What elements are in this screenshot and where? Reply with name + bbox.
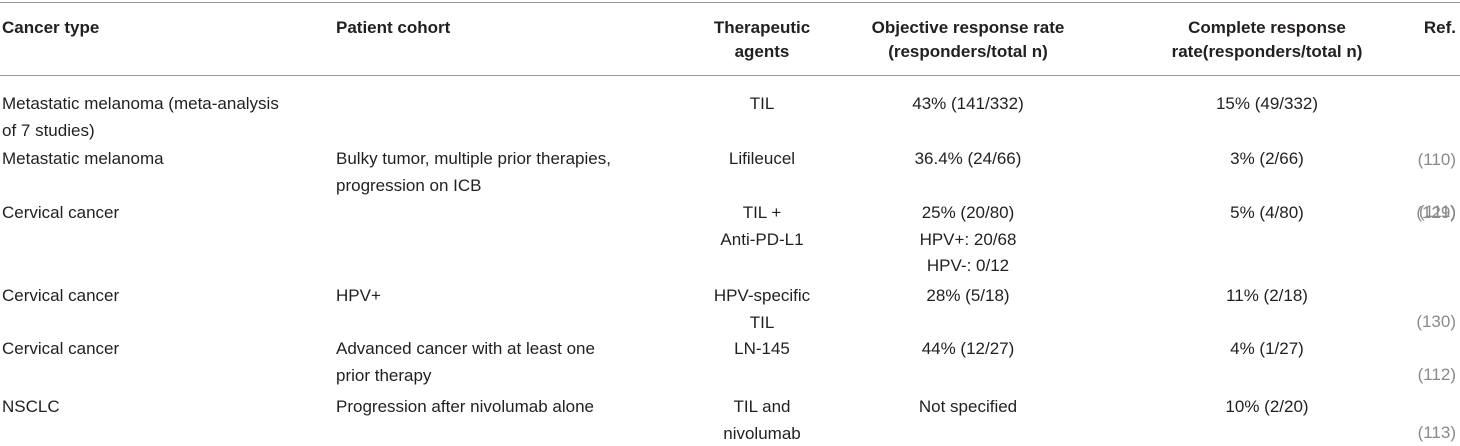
table-cell: 44% (12/27) [921,339,1015,358]
table-cell: progression on ICB [336,175,482,195]
table-cell: HPV-: 0/12 [926,256,1010,275]
top-rule [0,2,1460,3]
header-cell: Objective response rate [871,18,1065,37]
table-cell: TIL + [742,203,782,222]
header-cell: Ref. [1423,18,1456,37]
table-cell: Metastatic melanoma (meta-analysis [2,94,279,113]
table-cell: LN-145 [734,339,790,358]
ref-cell: (113) [1417,423,1456,442]
table-cell: Cervical cancer [2,203,120,222]
ref-cell: (130) [1416,312,1456,331]
header-cell: Therapeutic [713,18,811,37]
table-cell: nivolumab [723,423,801,443]
table-cell: 4% (1/27) [1230,339,1304,358]
table-cell: 15% (49/332) [1215,94,1319,113]
table-cell: TIL [749,312,775,332]
table-cell: of 7 studies) [2,120,95,140]
ref-cell: (112) [1417,365,1456,384]
table-cell: 28% (5/18) [926,286,1010,305]
header-cell: rate(responders/total n) [1171,42,1363,61]
table-cell: TIL and [733,397,791,416]
ref-cell: (110) [1417,150,1456,169]
table-cell: Not specified [918,397,1018,416]
table-cell: 3% (2/66) [1230,149,1304,168]
table-cell: 11% (2/18) [1226,286,1308,305]
header-cell: (responders/total n) [888,42,1048,61]
table-cell: Lifileucel [728,149,796,168]
table-cell: 25% (20/80) [921,203,1015,222]
table-cell: HPV-specific [713,286,811,305]
table-cell: Cervical cancer [2,286,120,305]
table-cell: 43% (141/332) [912,94,1024,113]
table-cell: Metastatic melanoma [2,149,164,168]
table-cell: Progression after nivolumab alone [336,397,594,416]
table-cell: TIL [749,94,775,113]
table-cell: HPV+ [336,286,381,305]
table-cell: HPV+: 20/68 [919,229,1017,249]
table-cell: Bulky tumor, multiple prior therapies, [336,149,611,168]
header-cell: Patient cohort [336,18,451,37]
table-cell: Anti-PD-L1 [720,229,804,249]
table-cell: Advanced cancer with at least one [336,339,595,358]
table-cell: prior therapy [336,365,432,385]
table-cell: 10% (2/20) [1225,397,1309,416]
header-cell: agents [734,42,790,61]
ref-cell: (129) [1416,203,1456,222]
ref-cell: (111) [1418,202,1456,221]
table-cell: NSCLC [2,397,60,416]
table-cell: 5% (4/80) [1230,203,1304,222]
header-cell: Complete response [1188,18,1346,37]
header-cell: Cancer type [2,18,100,37]
table-cell: Cervical cancer [2,339,120,358]
header-rule [0,75,1460,76]
table-cell: 36.4% (24/66) [914,149,1022,168]
